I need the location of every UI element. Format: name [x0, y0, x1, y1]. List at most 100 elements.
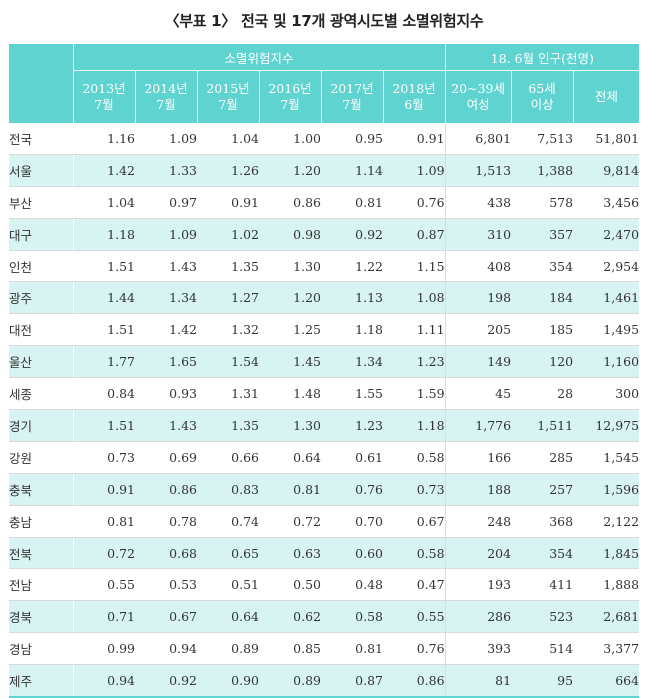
table-cell: 0.58 [383, 537, 446, 570]
table-row: 서울 1.42 1.33 1.26 1.20 1.14 1.09 1,513 1,388 9,81… [9, 154, 640, 187]
table-cell: 1,513 [444, 154, 512, 187]
table-cell: 1.16 [73, 123, 135, 155]
table-cell: 0.92 [135, 664, 197, 698]
region-name: 충남 [9, 505, 74, 538]
table-cell: 166 [444, 441, 512, 474]
column-header-line2: 여성 [466, 97, 490, 112]
table-cell: 1.09 [383, 154, 446, 187]
table-cell: 185 [511, 313, 574, 347]
table-cell: 310 [444, 218, 512, 251]
table-cell: 1.31 [197, 377, 259, 411]
extinction-risk-table: 소멸위험지수 18. 6월 인구(천명) 2013년 7월 2014년 7월 2015년… [9, 44, 640, 698]
table-row: 전남 0.55 0.53 0.51 0.50 0.48 0.47 193 411 1,888 [9, 568, 640, 602]
table-cell: 0.61 [321, 441, 383, 474]
table-cell: 1.26 [197, 154, 259, 187]
column-header-line1: 20~39세 [451, 81, 505, 96]
region-name: 경북 [9, 600, 74, 634]
table-cell: 1.27 [197, 281, 259, 315]
table-cell: 0.94 [135, 632, 197, 666]
table-cell: 285 [511, 441, 574, 474]
table-cell: 0.90 [197, 664, 259, 698]
table-row: 제주 0.94 0.92 0.90 0.89 0.87 0.86 81 95 664 [9, 664, 640, 698]
column-header-line2: 7월 [342, 97, 362, 112]
table-cell: 1.09 [135, 123, 197, 155]
table-cell: 0.91 [197, 186, 259, 219]
table-cell: 3,377 [573, 632, 640, 666]
table-cell: 0.65 [197, 537, 259, 570]
table-cell: 6,801 [444, 123, 512, 155]
table-cell: 7,513 [511, 123, 574, 155]
table-cell: 1.77 [73, 345, 135, 379]
table-cell: 0.81 [73, 505, 135, 538]
table-cell: 0.73 [73, 441, 135, 474]
table-cell: 0.86 [135, 473, 197, 506]
column-header: 2015년 7월 [196, 70, 259, 123]
table-cell: 2,681 [573, 600, 640, 634]
table-cell: 0.67 [383, 505, 446, 538]
table-row: 인천 1.51 1.43 1.35 1.30 1.22 1.15 408 354 2,954 [9, 250, 640, 283]
table-cell: 1,545 [573, 441, 640, 474]
table-cell: 0.76 [383, 186, 446, 219]
table-row: 경기 1.51 1.43 1.35 1.30 1.23 1.18 1,776 1,511 12,9… [9, 409, 640, 442]
table-cell: 0.84 [73, 377, 135, 411]
table-cell: 204 [444, 537, 512, 570]
table-cell: 0.58 [321, 600, 383, 634]
column-header: 65세 이상 [510, 70, 574, 123]
table-cell: 28 [511, 377, 574, 411]
table-cell: 354 [511, 537, 574, 570]
table-cell: 408 [444, 250, 512, 283]
table-cell: 1,596 [573, 473, 640, 506]
table-cell: 1.43 [135, 250, 197, 283]
table-cell: 1.18 [321, 313, 383, 347]
region-name: 대구 [9, 218, 74, 251]
table-cell: 149 [444, 345, 512, 379]
table-cell: 1.11 [383, 313, 446, 347]
table-cell: 1,845 [573, 537, 640, 570]
table-cell: 2,954 [573, 250, 640, 283]
table-cell: 1.18 [383, 409, 446, 442]
table-cell: 1,461 [573, 281, 640, 315]
region-name: 부산 [9, 186, 74, 219]
table-cell: 0.89 [259, 664, 321, 698]
table-row: 경북 0.71 0.67 0.64 0.62 0.58 0.55 286 523 2,681 [9, 600, 640, 634]
table-cell: 193 [444, 568, 512, 602]
table-cell: 0.74 [197, 505, 259, 538]
table-cell: 1.15 [383, 250, 446, 283]
region-name: 충북 [9, 473, 74, 506]
table-cell: 411 [511, 568, 574, 602]
table-cell: 578 [511, 186, 574, 219]
column-header-line1: 2015년 [206, 81, 250, 96]
table-row: 전북 0.72 0.68 0.65 0.63 0.60 0.58 204 354 1,845 [9, 537, 640, 570]
table-cell: 95 [511, 664, 574, 698]
table-cell: 300 [573, 377, 640, 411]
column-header-line1: 전체 [594, 89, 618, 104]
table-cell: 0.78 [135, 505, 197, 538]
table-cell: 1.48 [259, 377, 321, 411]
table-cell: 1.45 [259, 345, 321, 379]
table-cell: 1.23 [383, 345, 446, 379]
table-row: 강원 0.73 0.69 0.66 0.64 0.61 0.58 166 285 1,545 [9, 441, 640, 474]
table-cell: 1,388 [511, 154, 574, 187]
table-cell: 0.87 [383, 218, 446, 251]
column-header-line2: 7월 [280, 97, 300, 112]
table-cell: 286 [444, 600, 512, 634]
table-cell: 1.34 [321, 345, 383, 379]
table-cell: 0.91 [383, 123, 446, 155]
region-name: 서울 [9, 154, 74, 187]
table-cell: 0.89 [197, 632, 259, 666]
table-cell: 1.65 [135, 345, 197, 379]
table-cell: 0.55 [73, 568, 135, 602]
table-row: 충북 0.91 0.86 0.83 0.81 0.76 0.73 188 257 1,596 [9, 473, 640, 506]
table-cell: 51,801 [573, 123, 640, 155]
table-cell: 1.04 [73, 186, 135, 219]
column-header-line1: 2016년 [268, 81, 312, 96]
table-cell: 0.83 [197, 473, 259, 506]
column-header-line2: 7월 [218, 97, 238, 112]
table-cell: 1.35 [197, 250, 259, 283]
table-cell: 1.51 [73, 250, 135, 283]
column-header: 2018년 6월 [382, 70, 446, 123]
table-cell: 0.50 [259, 568, 321, 602]
region-name: 전국 [9, 123, 74, 155]
table-cell: 1.23 [321, 409, 383, 442]
table-cell: 0.86 [383, 664, 446, 698]
